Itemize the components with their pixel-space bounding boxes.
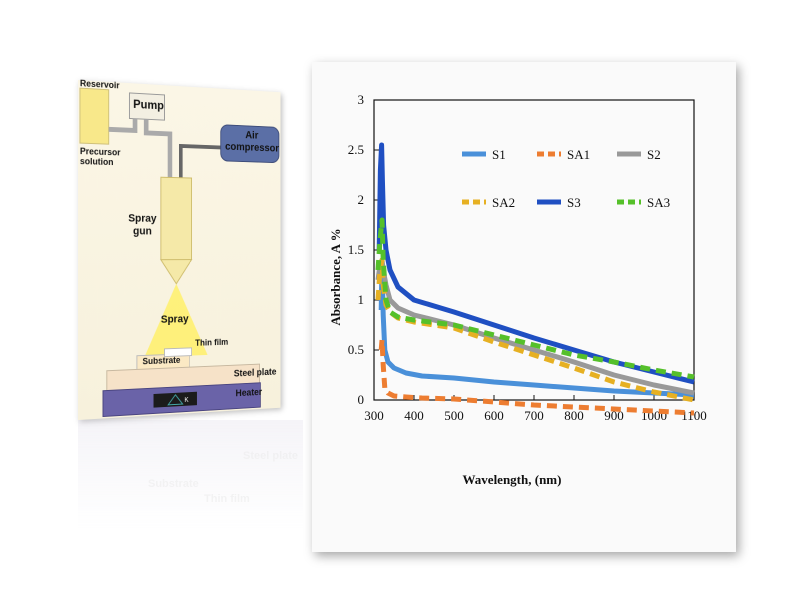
- legend-label-s2: S2: [647, 147, 661, 162]
- steel-plate-rect: [107, 364, 260, 390]
- y-tick-label: 1: [358, 292, 365, 307]
- x-tick-label: 1100: [681, 408, 707, 423]
- y-tick-label: 0.5: [348, 342, 364, 357]
- legend-label-s1: S1: [492, 147, 506, 162]
- heater-display: [153, 391, 197, 408]
- x-tick-label: 700: [524, 408, 544, 423]
- legend-label-s3: S3: [567, 195, 581, 210]
- y-axis-label: Absorbance, A %: [328, 228, 343, 325]
- y-tick-label: 2: [358, 192, 365, 207]
- y-tick-label: 1.5: [348, 242, 364, 257]
- reservoir-vessel: [80, 88, 109, 144]
- spray-pyrolysis-schematic: K Reservoir Pump Precursor solution Air …: [78, 78, 281, 420]
- y-tick-label: 3: [358, 92, 365, 107]
- svg-text:K: K: [184, 397, 189, 404]
- x-tick-label: 500: [444, 408, 464, 423]
- x-tick-label: 300: [364, 408, 384, 423]
- legend-label-sa1: SA1: [567, 147, 590, 162]
- x-tick-label: 900: [604, 408, 624, 423]
- series-line-s2: [375, 257, 695, 396]
- x-tick-label: 400: [404, 408, 424, 423]
- heater-rect: [103, 383, 260, 417]
- spray-gun-nozzle: [161, 260, 192, 284]
- substrate-label: Substrate: [142, 355, 181, 367]
- schematic-reflection: Steel plate Substrate Thin film: [78, 420, 303, 530]
- x-tick-label: 800: [564, 408, 584, 423]
- spray-cone: [144, 283, 208, 358]
- substrate-rect: [137, 354, 190, 370]
- x-tick-label: 600: [484, 408, 504, 423]
- legend-label-sa3: SA3: [647, 195, 670, 210]
- spray-gun-label: Spray gun: [128, 212, 157, 238]
- series-line-sa1: [378, 337, 695, 416]
- series-line-sa2: [375, 257, 695, 403]
- series-line-sa3: [375, 217, 695, 380]
- absorbance-chart-card: 0 0.5 1 1.5 2 2.5 3 300 400 500 600 700 800 900 1000 11…: [312, 62, 736, 552]
- air-compressor-label: Air compressor: [225, 129, 279, 155]
- y-tick-label: 2.5: [348, 142, 364, 157]
- x-axis-label: Wavelength, (nm): [463, 472, 562, 487]
- schematic-drawing: K: [78, 80, 281, 420]
- legend-label-sa2: SA2: [492, 195, 515, 210]
- precursor-label: Precursor solution: [79, 146, 121, 168]
- series-line-s1: [378, 262, 695, 398]
- heater-label: Heater: [235, 387, 263, 400]
- pump-label: Pump: [133, 97, 164, 113]
- pump-box: [129, 93, 164, 120]
- y-tick-label: 0: [358, 392, 365, 407]
- spray-label: Spray: [160, 313, 189, 326]
- air-compressor-box: [221, 125, 279, 163]
- spray-gun-body: [161, 177, 192, 259]
- steel-plate-label: Steel plate: [233, 367, 277, 380]
- thin-film-label: Thin film: [195, 337, 229, 348]
